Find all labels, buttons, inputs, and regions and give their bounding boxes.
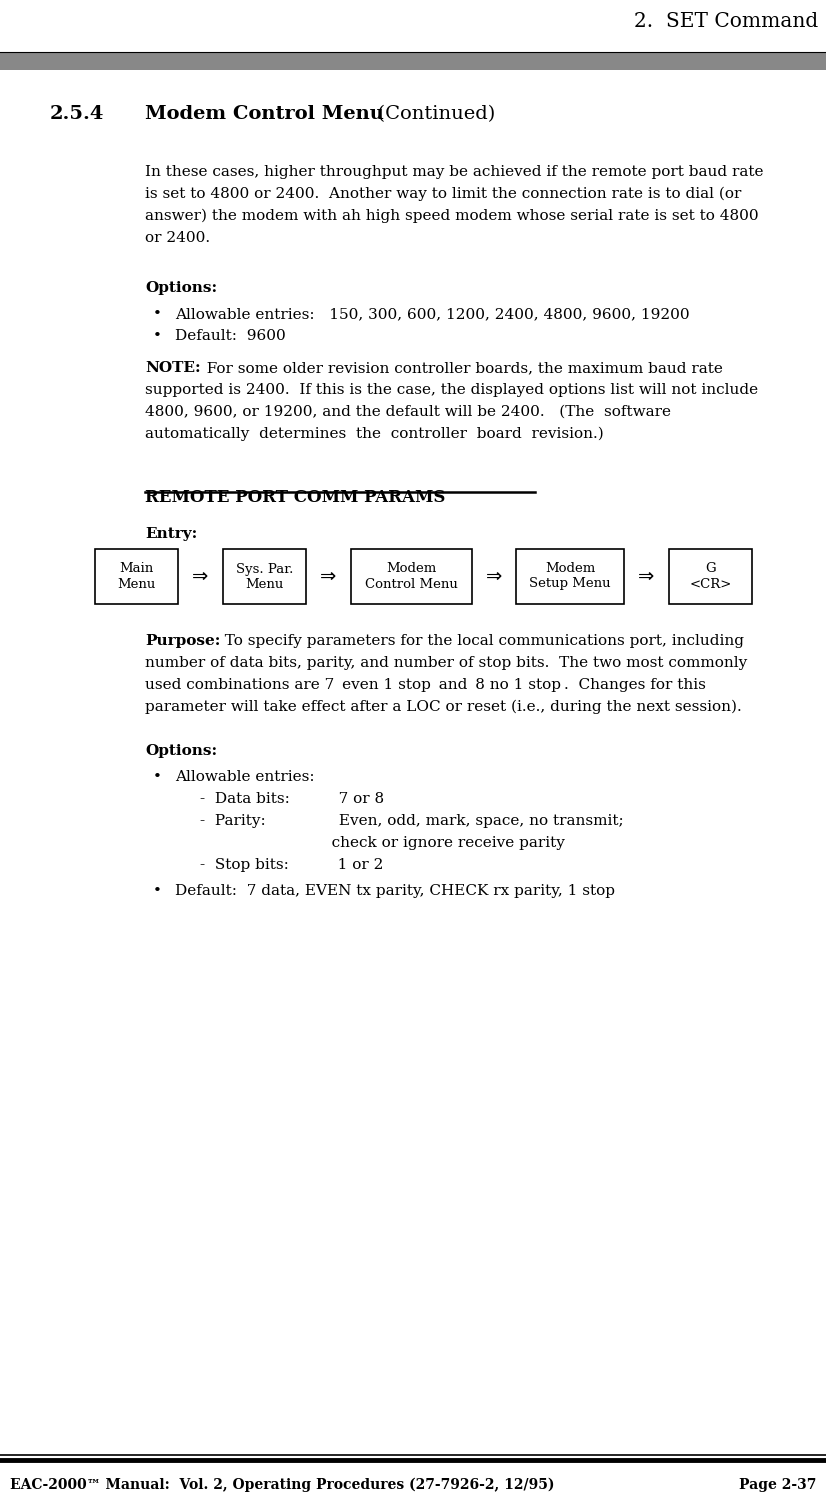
- Text: Modem Control Menu: Modem Control Menu: [145, 105, 384, 123]
- Bar: [0, 52, 826, 70]
- Text: automatically  determines  the  controller  board  revision.): automatically determines the controller …: [145, 427, 604, 442]
- Text: 4800, 9600, or 19200, and the default will be 2400.   (The  software: 4800, 9600, or 19200, and the default wi…: [145, 404, 671, 419]
- Text: Allowable entries:: Allowable entries:: [175, 770, 315, 783]
- Text: (Continued): (Continued): [365, 105, 496, 123]
- Text: -  Data bits:          7 or 8: - Data bits: 7 or 8: [200, 792, 384, 806]
- Text: -  Parity:               Even, odd, mark, space, no transmit;: - Parity: Even, odd, mark, space, no tra…: [200, 813, 624, 828]
- Text: or 2400.: or 2400.: [145, 231, 210, 246]
- Text: Page 2-37: Page 2-37: [738, 1479, 816, 1492]
- Text: ⇒: ⇒: [487, 568, 502, 586]
- Text: used combinations are 7  even 1 stop  and  8 no 1 stop .  Changes for this: used combinations are 7 even 1 stop and …: [145, 679, 706, 692]
- Text: For some older revision controller boards, the maximum baud rate: For some older revision controller board…: [197, 361, 723, 374]
- Text: EAC-2000™ Manual:  Vol. 2, Operating Procedures (27-7926-2, 12/95): EAC-2000™ Manual: Vol. 2, Operating Proc…: [10, 1479, 554, 1492]
- Bar: [95, 548, 178, 604]
- Text: Modem
Control Menu: Modem Control Menu: [365, 563, 458, 590]
- Text: answer) the modem with ah high speed modem whose serial rate is set to 4800: answer) the modem with ah high speed mod…: [145, 210, 758, 223]
- Text: •: •: [153, 770, 162, 783]
- Bar: [351, 548, 472, 604]
- Text: In these cases, higher throughput may be achieved if the remote port baud rate: In these cases, higher throughput may be…: [145, 165, 763, 178]
- Text: Default:  7 data, EVEN tx parity, CHECK rx parity, 1 stop: Default: 7 data, EVEN tx parity, CHECK r…: [175, 884, 615, 897]
- Text: check or ignore receive parity: check or ignore receive parity: [200, 836, 565, 849]
- Text: NOTE:: NOTE:: [145, 361, 201, 374]
- Text: Default:  9600: Default: 9600: [175, 330, 286, 343]
- Text: •: •: [153, 307, 162, 321]
- Text: Options:: Options:: [145, 282, 217, 295]
- Text: Modem
Setup Menu: Modem Setup Menu: [529, 563, 610, 590]
- Text: G
<CR>: G <CR>: [689, 563, 732, 590]
- Text: To specify parameters for the local communications port, including: To specify parameters for the local comm…: [215, 634, 744, 649]
- Text: REMOTE PORT COMM PARAMS: REMOTE PORT COMM PARAMS: [145, 488, 445, 506]
- Text: ⇒: ⇒: [638, 568, 654, 586]
- Bar: [516, 548, 624, 604]
- Text: -  Stop bits:          1 or 2: - Stop bits: 1 or 2: [200, 858, 383, 872]
- Text: Entry:: Entry:: [145, 527, 197, 541]
- Text: 2.  SET Command: 2. SET Command: [634, 12, 818, 31]
- Text: Sys. Par.
Menu: Sys. Par. Menu: [235, 563, 293, 590]
- Text: Purpose:: Purpose:: [145, 634, 221, 649]
- Text: •: •: [153, 330, 162, 343]
- Text: Main
Menu: Main Menu: [117, 563, 155, 590]
- Text: parameter will take effect after a LOC or reset (i.e., during the next session).: parameter will take effect after a LOC o…: [145, 700, 742, 715]
- Text: 2.5.4: 2.5.4: [50, 105, 104, 123]
- Text: Allowable entries:   150, 300, 600, 1200, 2400, 4800, 9600, 19200: Allowable entries: 150, 300, 600, 1200, …: [175, 307, 690, 321]
- Text: •: •: [153, 884, 162, 897]
- Bar: [223, 548, 306, 604]
- Text: number of data bits, parity, and number of stop bits.  The two most commonly: number of data bits, parity, and number …: [145, 656, 748, 670]
- Text: supported is 2400.  If this is the case, the displayed options list will not inc: supported is 2400. If this is the case, …: [145, 383, 758, 397]
- Bar: [669, 548, 752, 604]
- Text: is set to 4800 or 2400.  Another way to limit the connection rate is to dial (or: is set to 4800 or 2400. Another way to l…: [145, 187, 742, 201]
- Text: ⇒: ⇒: [320, 568, 336, 586]
- Text: ⇒: ⇒: [192, 568, 208, 586]
- Text: Options:: Options:: [145, 745, 217, 758]
